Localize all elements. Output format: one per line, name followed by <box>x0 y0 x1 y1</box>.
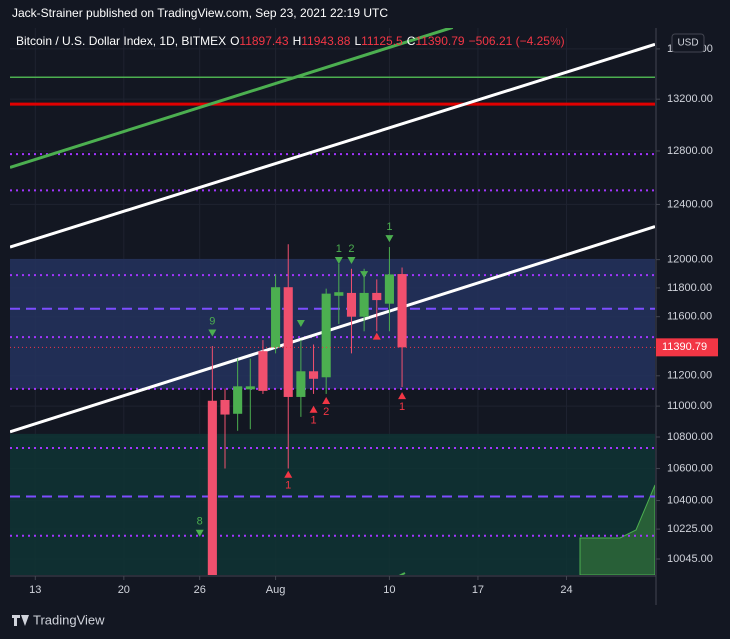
y-tick-label: 10045.00 <box>667 553 713 565</box>
x-tick-label: 26 <box>194 584 206 596</box>
signal-marker <box>322 396 331 404</box>
footer <box>0 605 730 639</box>
symbol-legend: Bitcoin / U.S. Dollar Index, 1D, BITMEX O… <box>16 34 565 48</box>
x-tick-label: 20 <box>118 584 130 596</box>
candle-body <box>321 293 331 378</box>
brand-logo <box>12 615 29 626</box>
y-tick-label: 11600.00 <box>667 311 712 323</box>
signal-marker <box>195 529 204 537</box>
publisher: Jack-Strainer published on TradingView.c… <box>12 6 388 20</box>
signal-label: 1 <box>310 415 316 427</box>
candle-body <box>308 371 319 379</box>
signal-marker <box>360 271 369 279</box>
candle-body <box>245 386 255 390</box>
y-tick-label: 11000.00 <box>667 400 712 412</box>
candle-body <box>334 292 344 296</box>
last-price-label: 11390.79 <box>662 341 707 353</box>
signal-label: 1 <box>386 221 392 233</box>
signal-label: 1 <box>399 401 405 413</box>
candle-body <box>283 287 293 397</box>
last-price-box <box>656 338 718 357</box>
signal-marker <box>208 329 217 337</box>
y-tick-label: 12400.00 <box>667 198 713 210</box>
trend-line <box>10 28 454 169</box>
ohlc-key: L <box>354 34 361 48</box>
candle-body <box>233 386 243 414</box>
signal-label: 1 <box>336 243 342 255</box>
y-tick-label: 10600.00 <box>667 462 713 474</box>
candle-body <box>271 287 281 348</box>
indicator-area <box>579 484 655 575</box>
signal-label: 1 <box>285 480 291 492</box>
candle-body <box>346 292 357 317</box>
candle-body <box>207 400 217 575</box>
signal-label: 2 <box>323 406 329 418</box>
ohlc-value: 11897.43 <box>239 34 288 48</box>
trend-line <box>10 42 655 249</box>
signal-marker <box>372 332 381 340</box>
zone <box>10 258 655 389</box>
candle-body <box>258 351 268 391</box>
x-tick-label: 13 <box>29 584 41 596</box>
y-tick-label: 10225.00 <box>667 523 713 535</box>
candle-body <box>220 399 230 415</box>
change: −506.21 (−4.25%) <box>469 34 565 48</box>
candle-body <box>397 274 407 348</box>
x-tick-label: 17 <box>472 584 484 596</box>
signal-label: 9 <box>209 315 215 327</box>
candle-body <box>359 292 369 317</box>
candle-body <box>296 371 306 397</box>
ohlc-value: 11943.88 <box>301 34 350 48</box>
x-tick-label: 24 <box>560 584 572 596</box>
currency-box <box>671 33 705 53</box>
ohlc-value: 11390.79 <box>415 34 464 48</box>
signal-marker <box>347 257 356 265</box>
zone <box>10 433 655 575</box>
brand: TradingView <box>33 612 105 627</box>
signal-marker <box>296 319 305 327</box>
signal-label: 8 <box>197 516 203 528</box>
signal-marker <box>309 405 318 413</box>
axes-layer: 13600.0013200.0012800.0012400.0012000.00… <box>29 43 718 596</box>
y-tick-label: 12000.00 <box>667 254 713 266</box>
candle-body <box>384 274 394 304</box>
y-tick-label: 11200.00 <box>667 370 712 382</box>
ohlc-key: O <box>230 34 239 48</box>
signal-marker <box>334 257 343 265</box>
indicator-line <box>398 572 406 575</box>
y-tick-label: 10800.00 <box>667 431 713 443</box>
signal-marker <box>284 470 293 478</box>
y-tick-label: 13200.00 <box>667 93 713 105</box>
signal-label: 2 <box>348 243 354 255</box>
y-tick-label: 12800.00 <box>667 145 713 157</box>
signal-marker <box>398 392 407 400</box>
trend-line <box>10 225 655 434</box>
y-tick-label: 10400.00 <box>667 494 713 506</box>
ohlc-value: 11125.5 <box>361 34 403 48</box>
currency: USD <box>677 38 698 49</box>
signal-marker <box>385 235 394 243</box>
y-tick-label: 11800.00 <box>667 282 712 294</box>
candle-body <box>372 292 382 301</box>
ohlc-key: H <box>293 34 302 48</box>
ohlc-key: C <box>407 34 416 48</box>
x-tick-label: Aug <box>266 584 286 596</box>
x-tick-label: 10 <box>383 584 395 596</box>
symbol-title: Bitcoin / U.S. Dollar Index, 1D, BITMEX <box>16 34 226 48</box>
